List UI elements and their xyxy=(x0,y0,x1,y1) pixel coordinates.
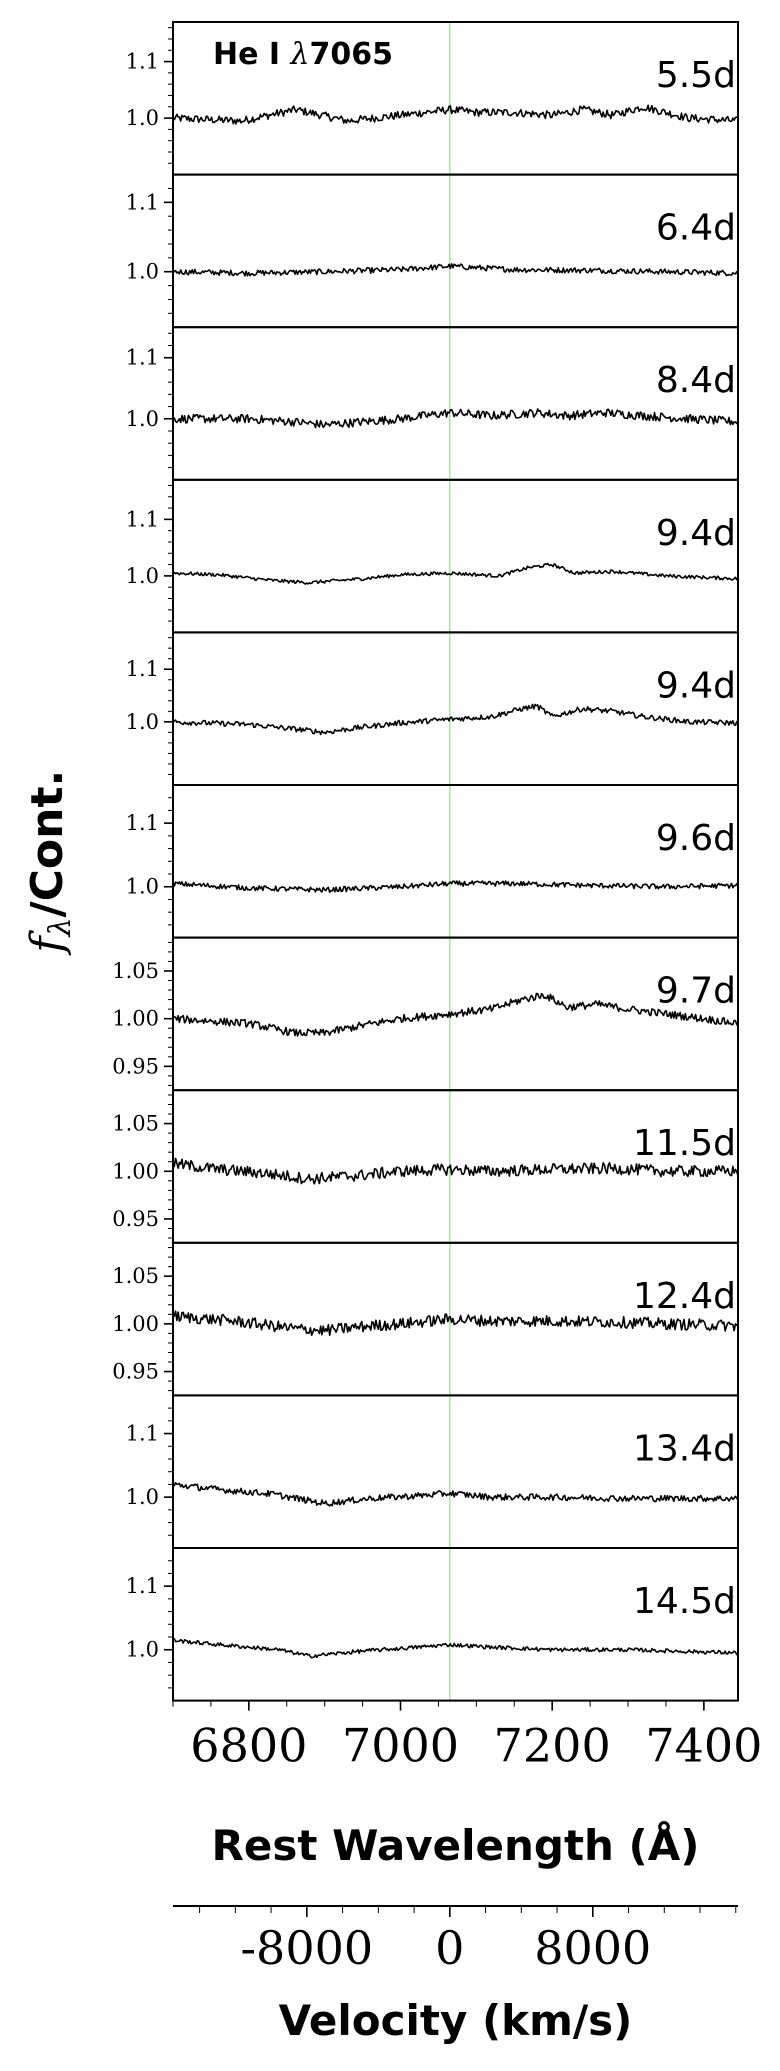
epoch-label: 9.7d xyxy=(656,971,736,1012)
spectrum-panel-6: 1.0 1.1 9.6d xyxy=(126,784,739,939)
spectrum-line xyxy=(172,992,739,1037)
y-tick-label: 1.0 xyxy=(126,875,159,899)
y-tick-label: 1.1 xyxy=(126,507,159,531)
y-tick-label: 1.1 xyxy=(126,346,159,370)
epoch-label: 6.4d xyxy=(656,208,736,249)
y-tick-label: 0.95 xyxy=(112,1360,159,1384)
y-tick-label: 1.00 xyxy=(112,1159,159,1183)
panel-frame xyxy=(172,1547,739,1702)
y-tick-label: 1.00 xyxy=(112,1007,159,1031)
spectrum-panel-2: 1.0 1.1 6.4d xyxy=(126,173,739,329)
y-tick-label: 1.05 xyxy=(112,959,159,983)
velocity-tick-label: -8000 xyxy=(241,1921,374,1975)
spectrum-panel-7: 0.95 1.00 1.05 9.7d xyxy=(112,936,739,1092)
spectrum-panel-8: 0.95 1.00 1.05 11.5d xyxy=(112,1089,739,1244)
spectrum-line xyxy=(172,1310,739,1337)
y-tick-label: 1.0 xyxy=(126,1638,159,1662)
panel-frame xyxy=(172,1394,739,1550)
y-axis-label: fλ/Cont. xyxy=(22,770,78,956)
panel-frame xyxy=(172,784,739,939)
x-tick-label: 7000 xyxy=(342,1719,459,1773)
spectrum-line xyxy=(172,1637,739,1659)
y-tick-label: 1.1 xyxy=(126,811,159,835)
y-tick-label: 1.05 xyxy=(112,1264,159,1288)
panel-frame xyxy=(172,478,739,634)
spectrum-panel-11: 1.0 1.1 14.5d xyxy=(126,1547,739,1702)
y-tick-label: 1.0 xyxy=(126,710,159,734)
chart-title: He I λ7065 xyxy=(213,37,393,72)
spectrum-line xyxy=(172,408,739,429)
spectrum-line xyxy=(172,263,739,277)
epoch-label: 14.5d xyxy=(633,1581,736,1622)
spectrum-panel-4: 1.0 1.1 9.4d xyxy=(126,478,739,634)
panel-frame xyxy=(172,1241,739,1397)
epoch-label: 5.5d xyxy=(656,55,736,96)
y-tick-label: 0.95 xyxy=(112,1207,159,1231)
y-tick-label: 1.0 xyxy=(126,260,159,284)
velocity-tick-label: 8000 xyxy=(534,1921,651,1975)
x-tick-label: 7400 xyxy=(645,1719,762,1773)
epoch-label: 8.4d xyxy=(656,360,736,401)
y-tick-label: 1.0 xyxy=(126,564,159,588)
spectrum-line xyxy=(172,562,739,585)
velocity-tick-label: 0 xyxy=(435,1921,464,1975)
spectrum-line xyxy=(172,1481,739,1507)
spectrum-panel-5: 1.0 1.1 9.4d xyxy=(126,631,739,787)
velocity-axis-label: Velocity (km/s) xyxy=(279,1996,633,2045)
epoch-label: 11.5d xyxy=(633,1123,736,1164)
epoch-label: 9.6d xyxy=(656,818,736,859)
y-tick-label: 0.95 xyxy=(112,1054,159,1078)
y-tick-label: 1.1 xyxy=(126,190,159,214)
y-tick-label: 1.00 xyxy=(112,1312,159,1336)
panel-frame xyxy=(172,326,739,481)
epoch-label: 13.4d xyxy=(633,1428,736,1469)
x-tick-label: 7200 xyxy=(494,1719,611,1773)
spectrum-line xyxy=(172,1157,739,1185)
y-tick-label: 1.05 xyxy=(112,1112,159,1136)
x-axis-label: Rest Wavelength (Å) xyxy=(212,1820,700,1870)
y-tick-label: 1.0 xyxy=(126,407,159,431)
epoch-label: 12.4d xyxy=(633,1276,736,1317)
spectrum-panel-9: 0.95 1.00 1.05 12.4d xyxy=(112,1241,739,1397)
epoch-label: 9.4d xyxy=(656,665,736,706)
spectrum-panel-1: 1.0 1.1 5.5d xyxy=(126,21,739,176)
spectrum-panel-10: 1.0 1.1 13.4d xyxy=(126,1394,739,1550)
spectrum-line xyxy=(172,703,739,736)
y-tick-label: 1.1 xyxy=(126,1574,159,1598)
panel-frame xyxy=(172,173,739,329)
spectrum-panel-3: 1.0 1.1 8.4d xyxy=(126,326,739,481)
y-tick-label: 1.1 xyxy=(126,657,159,681)
panel-frame xyxy=(172,631,739,787)
epoch-label: 9.4d xyxy=(656,513,736,554)
y-tick-label: 1.1 xyxy=(126,50,159,74)
spectrum-line xyxy=(172,880,739,894)
y-tick-label: 1.0 xyxy=(126,1485,159,1509)
x-tick-label: 6800 xyxy=(190,1719,307,1773)
y-tick-label: 1.0 xyxy=(126,106,159,130)
y-tick-label: 1.1 xyxy=(126,1422,159,1446)
spectrum-line xyxy=(172,104,739,125)
